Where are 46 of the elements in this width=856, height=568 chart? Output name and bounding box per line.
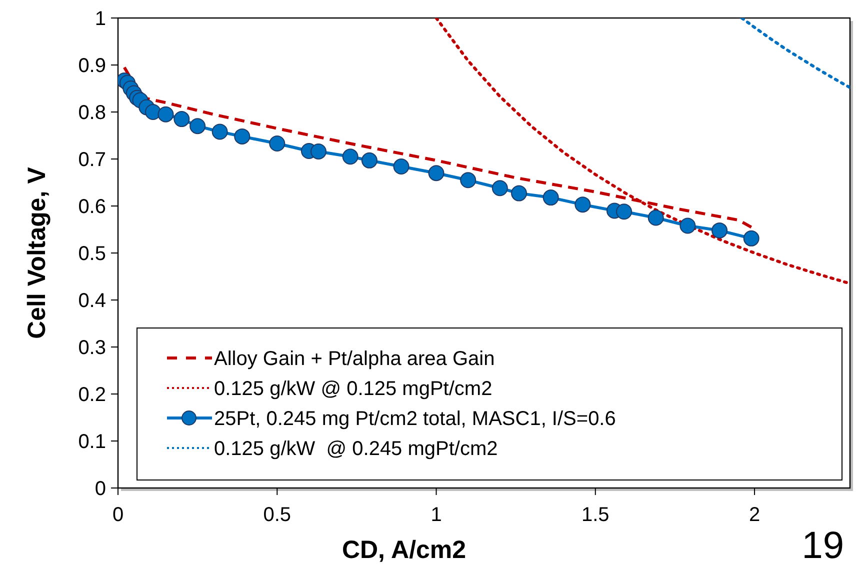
point [616, 204, 632, 220]
x-tick-label: 1 [430, 504, 442, 526]
y-tick-label: 0.6 [78, 196, 106, 218]
point [158, 106, 174, 122]
line-series [740, 18, 850, 90]
x-tick-label: 0.5 [263, 504, 292, 526]
point [234, 128, 250, 144]
point [269, 135, 286, 152]
point [648, 210, 664, 226]
point [145, 104, 162, 120]
y-tick-label: 0.2 [78, 384, 106, 406]
x-axis-title: CD, A/cm2 [342, 536, 466, 564]
x-tick-label: 0 [112, 504, 124, 526]
point [492, 180, 508, 196]
y-tick-label: 0.8 [78, 102, 106, 124]
point [393, 158, 410, 175]
text: 19 [802, 525, 844, 567]
point [460, 172, 476, 188]
y-tick-label: 1 [94, 8, 106, 30]
y-tick-label: 0.9 [78, 55, 106, 77]
legend-label: Alloy Gain + Pt/alpha area Gain [214, 348, 495, 370]
y-tick-label: 0 [94, 478, 106, 500]
point [190, 118, 206, 134]
point [342, 148, 358, 165]
point [712, 222, 728, 238]
x-tick-label: 2 [748, 504, 760, 526]
point [310, 143, 327, 160]
x-tick-label: 1.5 [581, 504, 610, 526]
legend-label: 0.125 g/kW @ 0.245 mgPt/cm2 [214, 438, 498, 460]
y-axis-title: Cell Voltage, V [23, 166, 51, 339]
y-tick-label: 0.5 [78, 243, 106, 265]
point [174, 111, 190, 128]
y-tick-label: 0.7 [78, 149, 106, 171]
point [361, 152, 378, 168]
point [680, 218, 696, 234]
point [511, 185, 528, 202]
point [428, 165, 444, 182]
y-tick-label: 0.3 [78, 337, 106, 359]
point [542, 190, 559, 206]
legend-label: 25Pt, 0.245 mg Pt/cm2 total, MASC1, I/S=0.6 [214, 408, 616, 430]
point [212, 124, 228, 140]
y-tick-label: 0.4 [78, 290, 106, 312]
legend-label: 0.125 g/kW @ 0.125 mgPt/cm2 [214, 378, 492, 400]
point [574, 196, 591, 213]
point [743, 230, 760, 246]
y-tick-label: 0.1 [78, 431, 106, 453]
